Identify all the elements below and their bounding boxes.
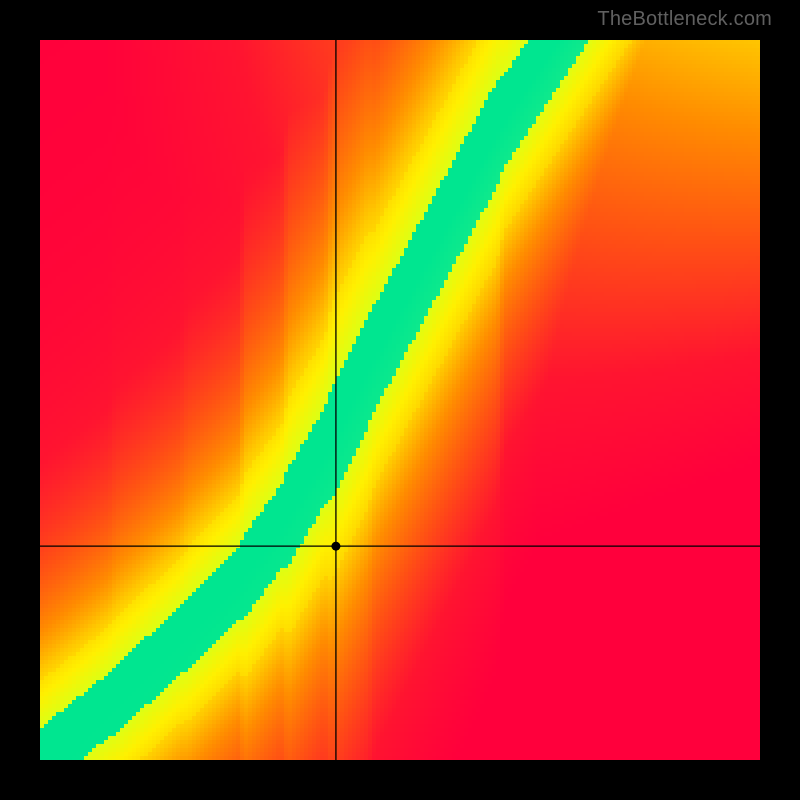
plot-area xyxy=(40,40,760,760)
watermark-text: TheBottleneck.com xyxy=(597,8,772,31)
heatmap-canvas xyxy=(40,40,760,760)
chart-container: TheBottleneck.com xyxy=(0,0,800,800)
